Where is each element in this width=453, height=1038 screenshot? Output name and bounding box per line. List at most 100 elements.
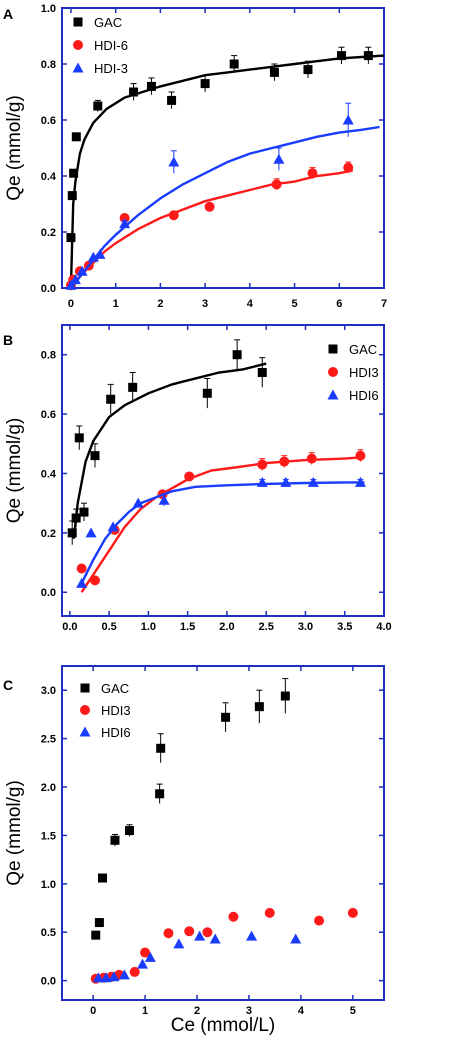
y-tick-label: 0.2	[41, 528, 56, 540]
data-point	[128, 382, 138, 392]
data-point	[290, 933, 302, 944]
data-point	[228, 911, 239, 922]
data-point	[202, 388, 212, 398]
y-tick-label: 1.0	[41, 879, 56, 891]
panel-letter-b: B	[3, 332, 13, 348]
data-point	[119, 218, 131, 229]
data-point	[129, 966, 140, 977]
y-axis-label: Qe (mmol/g)	[4, 95, 25, 201]
x-tick-label: 2.0	[219, 621, 234, 633]
legend-marker	[328, 367, 338, 377]
data-point	[343, 162, 354, 173]
series-hdi-6	[65, 161, 354, 291]
x-tick-label: 4	[298, 1005, 305, 1017]
x-tick-label: 1.0	[141, 621, 156, 633]
y-axis-label: Qe (mmol/g)	[4, 780, 25, 886]
data-point	[69, 274, 81, 285]
y-tick-label: 0.0	[41, 587, 56, 599]
data-point	[221, 712, 231, 722]
data-point	[184, 471, 195, 482]
y-tick-label: 0.4	[41, 468, 57, 480]
fit-curve	[80, 481, 365, 584]
data-point	[89, 575, 100, 586]
series-hdi6	[76, 476, 366, 588]
x-tick-label: 0.0	[62, 621, 77, 633]
series-hdi3	[90, 907, 358, 984]
data-point	[163, 928, 174, 939]
data-point	[110, 835, 120, 845]
panel-letter-a: A	[3, 6, 13, 22]
data-point	[144, 951, 156, 962]
data-point	[354, 476, 366, 487]
series-gac	[66, 46, 385, 289]
x-tick-label: 1	[142, 1005, 148, 1017]
y-tick-label: 0.0	[41, 283, 56, 295]
y-tick-label: 0.8	[41, 59, 56, 71]
fit-curve	[69, 125, 380, 289]
y-axis-label: Qe (mmol/g)	[4, 418, 25, 524]
x-tick-label: 3.0	[298, 621, 313, 633]
data-point	[303, 65, 313, 75]
data-point	[93, 101, 103, 111]
data-point	[273, 153, 285, 164]
data-point	[232, 350, 242, 360]
panel-c: C 0 1 2 3 4 5 0.0 0.5 1.0 1.5 2.0 2.5 3.0 Qe (mmol/g)…	[3, 665, 385, 1036]
legend-label: HDI3	[349, 365, 379, 380]
fit-curve	[69, 54, 385, 289]
data-point	[74, 433, 84, 443]
x-tick-label: 6	[336, 298, 342, 310]
series-gac	[91, 678, 290, 940]
legend-marker	[328, 344, 338, 354]
data-point	[90, 451, 100, 461]
data-point	[79, 507, 89, 517]
x-tick-label: 0	[90, 1005, 96, 1017]
legend-marker	[72, 62, 84, 73]
data-point	[209, 933, 221, 944]
data-point	[256, 476, 268, 487]
data-point	[87, 251, 99, 262]
data-point	[347, 907, 358, 918]
data-point	[264, 907, 275, 918]
series-gac	[67, 339, 267, 545]
data-point	[140, 947, 151, 958]
data-point	[363, 51, 373, 61]
data-point	[118, 969, 130, 980]
data-point	[91, 930, 101, 940]
data-point	[271, 179, 282, 190]
data-point	[257, 368, 267, 378]
x-tick-label: 1.5	[180, 621, 195, 633]
y-tick-label: 2.5	[41, 734, 56, 746]
data-point	[194, 930, 206, 941]
legend-marker	[80, 683, 90, 693]
data-point	[257, 459, 268, 470]
data-point	[76, 563, 87, 574]
data-point	[76, 265, 88, 276]
data-point	[280, 691, 290, 701]
series-hdi-3	[65, 102, 380, 290]
data-point	[279, 456, 290, 467]
legend-label: HDI-6	[94, 38, 128, 53]
data-point	[202, 927, 213, 938]
x-tick-label: 1	[113, 298, 119, 310]
data-point	[100, 972, 112, 983]
data-point	[204, 201, 215, 212]
series-hdi6	[92, 930, 302, 983]
data-point	[66, 233, 76, 243]
data-point	[269, 67, 279, 77]
plot-frame	[61, 7, 385, 289]
data-point	[108, 971, 120, 982]
data-point	[71, 513, 81, 523]
data-point	[107, 521, 119, 532]
data-point	[65, 279, 77, 290]
panel-b: B 0.0 0.5 1.0 1.5 2.0 2.5 3.0 3.5 4.0 0.0 0.2 0.4 0.…	[3, 324, 392, 633]
data-point	[155, 789, 165, 799]
y-tick-label: 0.8	[41, 350, 56, 362]
x-tick-label: 0	[68, 298, 74, 310]
data-point	[307, 168, 318, 179]
data-point	[167, 95, 177, 105]
x-tick-label: 2	[194, 1005, 200, 1017]
plot-frame	[61, 324, 385, 617]
legend-label: HDI6	[349, 388, 379, 403]
x-tick-label: 3	[246, 1005, 252, 1017]
